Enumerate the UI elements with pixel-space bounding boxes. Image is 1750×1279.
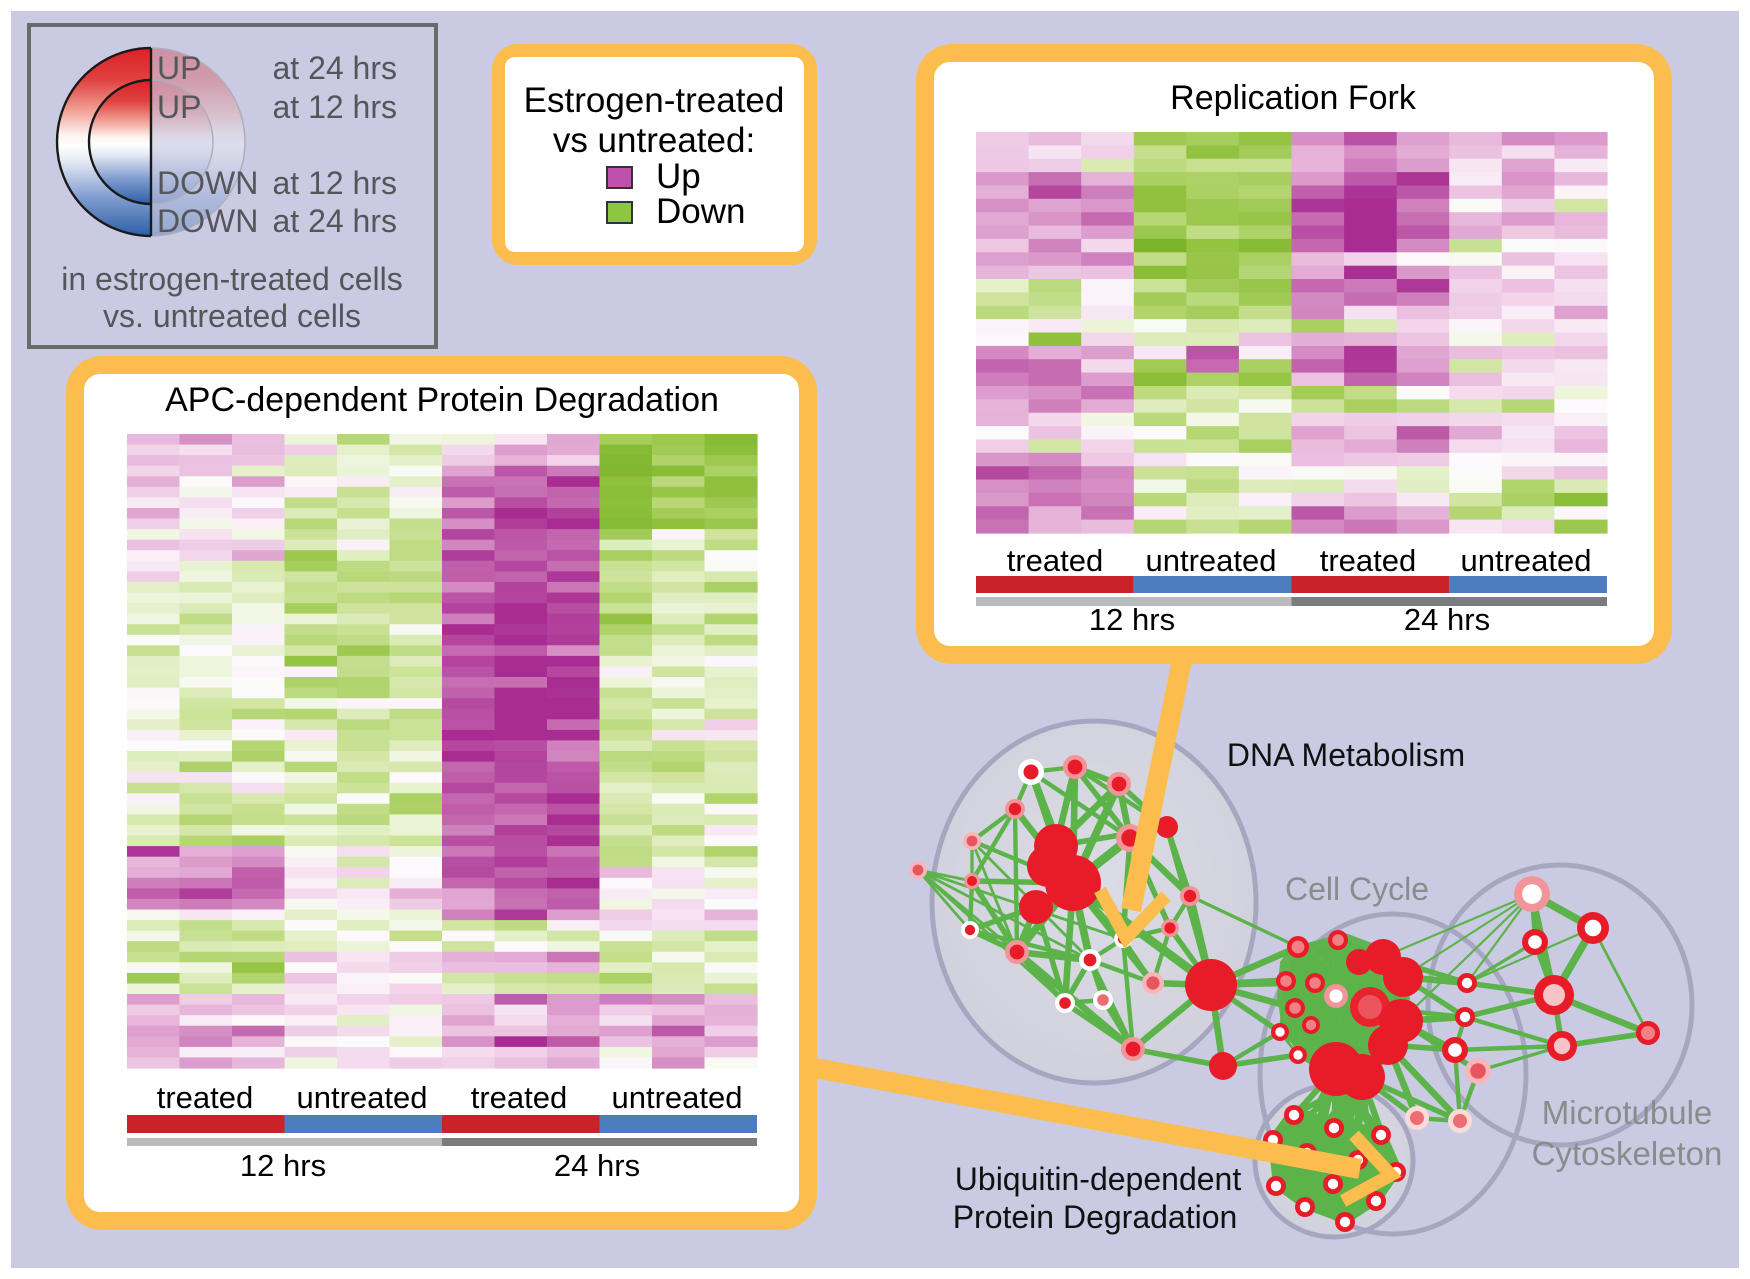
svg-text:24 hrs: 24 hrs [1404,602,1490,637]
svg-text:untreated: untreated [1146,543,1277,578]
svg-text:untreated: untreated [612,1080,743,1115]
svg-text:12 hrs: 12 hrs [240,1148,326,1183]
svg-text:Down: Down [656,192,745,231]
svg-text:treated: treated [1007,543,1104,578]
svg-text:UP: UP [157,89,201,125]
svg-text:Estrogen-treated: Estrogen-treated [524,81,785,120]
svg-text:DOWN: DOWN [157,203,258,239]
svg-text:vs. untreated cells: vs. untreated cells [103,298,361,334]
svg-text:treated: treated [1320,543,1417,578]
svg-text:at 24 hrs: at 24 hrs [272,50,397,86]
svg-text:in estrogen-treated cells: in estrogen-treated cells [61,261,403,297]
svg-text:at 12 hrs: at 12 hrs [272,89,397,125]
svg-text:Protein Degradation: Protein Degradation [953,1199,1238,1235]
svg-text:Up: Up [656,157,701,196]
svg-text:untreated: untreated [297,1080,428,1115]
svg-text:vs untreated:: vs untreated: [553,121,755,160]
svg-text:treated: treated [471,1080,568,1115]
svg-text:UP: UP [157,50,201,86]
svg-text:Cytoskeleton: Cytoskeleton [1532,1135,1723,1172]
svg-text:DOWN: DOWN [157,165,258,201]
svg-text:Replication Fork: Replication Fork [1170,79,1417,117]
svg-text:12 hrs: 12 hrs [1089,602,1175,637]
svg-text:Microtubule: Microtubule [1542,1094,1713,1131]
svg-text:24 hrs: 24 hrs [554,1148,640,1183]
svg-text:untreated: untreated [1461,543,1592,578]
svg-text:at 24 hrs: at 24 hrs [272,203,397,239]
svg-text:Ubiquitin-dependent: Ubiquitin-dependent [955,1161,1242,1197]
svg-text:APC-dependent Protein Degradat: APC-dependent Protein Degradation [165,381,719,419]
svg-text:Cell Cycle: Cell Cycle [1285,871,1429,907]
svg-text:DNA Metabolism: DNA Metabolism [1227,737,1465,773]
svg-text:at 12 hrs: at 12 hrs [272,165,397,201]
svg-text:treated: treated [157,1080,254,1115]
